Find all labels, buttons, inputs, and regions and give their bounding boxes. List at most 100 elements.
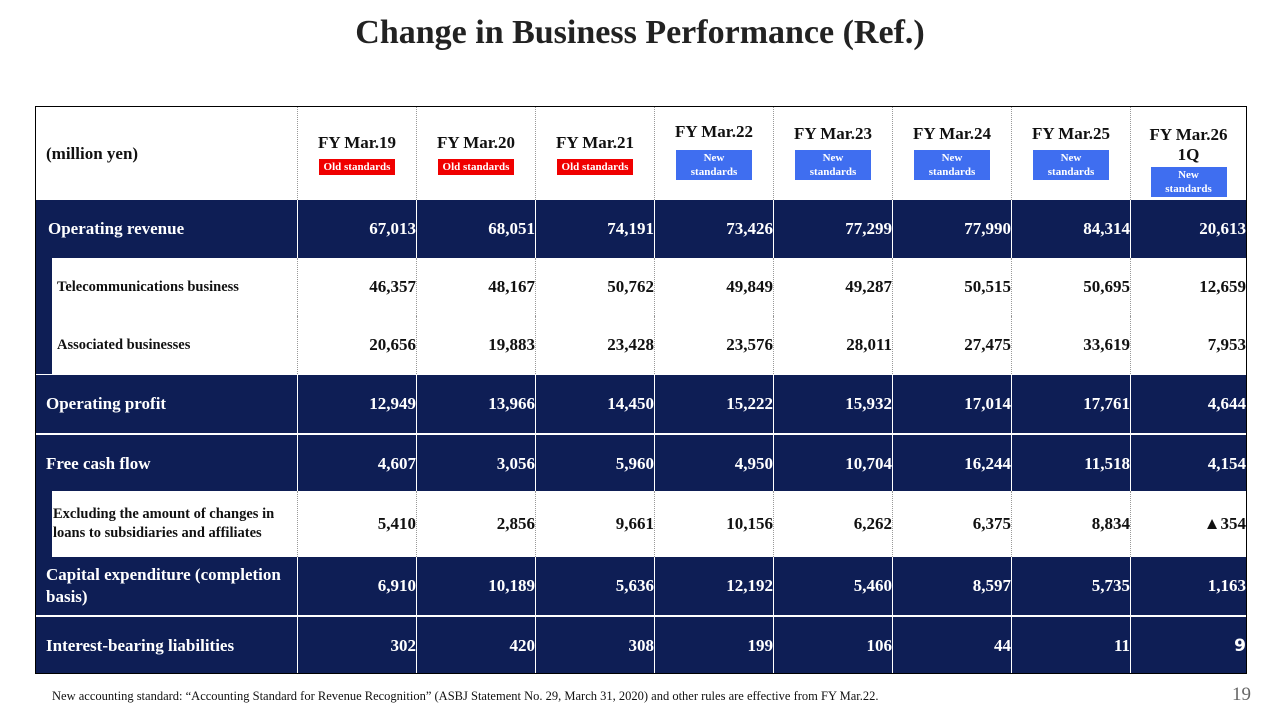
table-row: Free cash flow 4,607 3,056 5,960 4,950 1… — [36, 433, 1246, 493]
old-standards-badge: Old standards — [557, 159, 633, 175]
new-standards-badge: New standards — [1033, 150, 1109, 180]
table-cell: 12,949 — [297, 375, 416, 433]
table-cell: 5,960 — [535, 435, 654, 493]
table-cell: 16,244 — [892, 435, 1011, 493]
page-number: 19 — [1232, 684, 1251, 705]
new-standards-badge: New standards — [1150, 167, 1227, 197]
table-cell: 5,636 — [535, 557, 654, 615]
table-cell: 77,299 — [773, 200, 892, 258]
table-cell: 17,761 — [1011, 375, 1130, 433]
table-cell: 6,262 — [773, 491, 892, 557]
column-header: FY Mar.21 Old standards — [535, 107, 654, 200]
new-standards-badge: New standards — [676, 150, 752, 180]
column-year: FY Mar.23 — [793, 124, 873, 143]
table-cell: 2,856 — [416, 491, 535, 557]
table-cell: 13,966 — [416, 375, 535, 433]
table-cell: 67,013 — [297, 200, 416, 258]
table-row: Operating profit 12,949 13,966 14,450 15… — [36, 375, 1246, 433]
table-cell: 6,375 — [892, 491, 1011, 557]
table-cell: 27,475 — [892, 316, 1011, 374]
column-header: FY Mar.20 Old standards — [416, 107, 535, 200]
table-cell: 10,704 — [773, 435, 892, 493]
table-cell: 23,576 — [654, 316, 773, 374]
row-label: Free cash flow — [46, 454, 151, 473]
performance-table: (million yen) FY Mar.19 Old standards FY… — [35, 106, 1247, 674]
column-year: FY Mar.22 — [674, 122, 754, 141]
table-cell: 10,189 — [416, 557, 535, 615]
old-standards-badge: Old standards — [438, 159, 514, 175]
table-cell: 15,222 — [654, 375, 773, 433]
table-cell: 73,426 — [654, 200, 773, 258]
table-cell: 28,011 — [773, 316, 892, 374]
table-header-row: (million yen) FY Mar.19 Old standards FY… — [36, 107, 1246, 200]
old-standards-badge: Old standards — [319, 159, 395, 175]
table-cell: 23,428 — [535, 316, 654, 374]
table-cell: 8,597 — [892, 557, 1011, 615]
row-label: Associated businesses — [57, 336, 191, 353]
table-cell: 48,167 — [416, 258, 535, 316]
table-cell: 5,735 — [1011, 557, 1130, 615]
table-cell: 4,607 — [297, 435, 416, 493]
table-cell: 49,287 — [773, 258, 892, 316]
table-cell: 420 — [416, 617, 535, 673]
table-cell: 68,051 — [416, 200, 535, 258]
table-cell: 1,163 — [1130, 557, 1246, 615]
column-year: FY Mar.19 — [317, 133, 397, 152]
table-cell: ▲354 — [1130, 491, 1246, 557]
column-header: FY Mar.23 New standards — [773, 107, 892, 200]
table-cell: 14,450 — [535, 375, 654, 433]
table-cell: 20,613 — [1130, 200, 1246, 258]
table-cell: 106 — [773, 617, 892, 673]
row-label: Excluding the amount of changes in loans… — [53, 506, 275, 541]
table-cell: 7,953 — [1130, 316, 1246, 374]
column-header: FY Mar.26 1Q New standards — [1130, 107, 1246, 200]
table-cell: 44 — [892, 617, 1011, 673]
table-row: Capital expenditure (completion basis) 6… — [36, 557, 1246, 615]
table-cell: 50,515 — [892, 258, 1011, 316]
table-row: Interest-bearing liabilities 302 420 308… — [36, 615, 1246, 673]
column-header: FY Mar.24 New standards — [892, 107, 1011, 200]
table-row: Telecommunications business 46,357 48,16… — [36, 258, 1246, 316]
table-cell: 4,644 — [1130, 375, 1246, 433]
column-year: FY Mar.21 — [555, 133, 635, 152]
table-cell: 17,014 — [892, 375, 1011, 433]
row-label: Telecommunications business — [57, 278, 239, 295]
page-title: Change in Business Performance (Ref.) — [355, 14, 925, 51]
column-header: FY Mar.19 Old standards — [297, 107, 416, 200]
table-row: Operating revenue 67,013 68,051 74,191 7… — [36, 200, 1246, 258]
column-year: FY Mar.25 — [1031, 124, 1111, 143]
footnote: New accounting standard: “Accounting Sta… — [52, 689, 879, 703]
row-label: Capital expenditure (completion basis) — [46, 565, 281, 606]
table-cell: 8,834 — [1011, 491, 1130, 557]
table-cell: 11 — [1011, 617, 1130, 673]
unit-label: (million yen) — [46, 143, 139, 163]
table-cell: 20,656 — [297, 316, 416, 374]
table-cell: 12,192 — [654, 557, 773, 615]
table-row: Associated businesses 20,656 19,883 23,4… — [36, 316, 1246, 374]
row-label: Interest-bearing liabilities — [46, 636, 235, 655]
table-cell: 302 — [297, 617, 416, 673]
table-cell: 15,932 — [773, 375, 892, 433]
table-cell: 11,518 — [1011, 435, 1130, 493]
new-standards-badge: New standards — [914, 150, 990, 180]
table-cell: 77,990 — [892, 200, 1011, 258]
row-label: Operating profit — [46, 394, 167, 413]
table-cell: 3,056 — [416, 435, 535, 493]
table-cell: 9,661 — [535, 491, 654, 557]
new-standards-badge: New standards — [795, 150, 871, 180]
column-year: FY Mar.26 1Q — [1149, 125, 1228, 164]
table-cell: 50,695 — [1011, 258, 1130, 316]
table-cell: 9 — [1130, 617, 1246, 673]
table-cell: 74,191 — [535, 200, 654, 258]
table-cell: 49,849 — [654, 258, 773, 316]
table-cell: 10,156 — [654, 491, 773, 557]
column-year: FY Mar.20 — [436, 133, 516, 152]
table-row: Excluding the amount of changes in loans… — [36, 491, 1246, 557]
table-cell: 12,659 — [1130, 258, 1246, 316]
column-header: FY Mar.22 New standards — [654, 107, 773, 200]
sub-row-marker — [36, 491, 52, 557]
table-cell: 6,910 — [297, 557, 416, 615]
table-cell: 33,619 — [1011, 316, 1130, 374]
table-cell: 308 — [535, 617, 654, 673]
table-cell: 50,762 — [535, 258, 654, 316]
